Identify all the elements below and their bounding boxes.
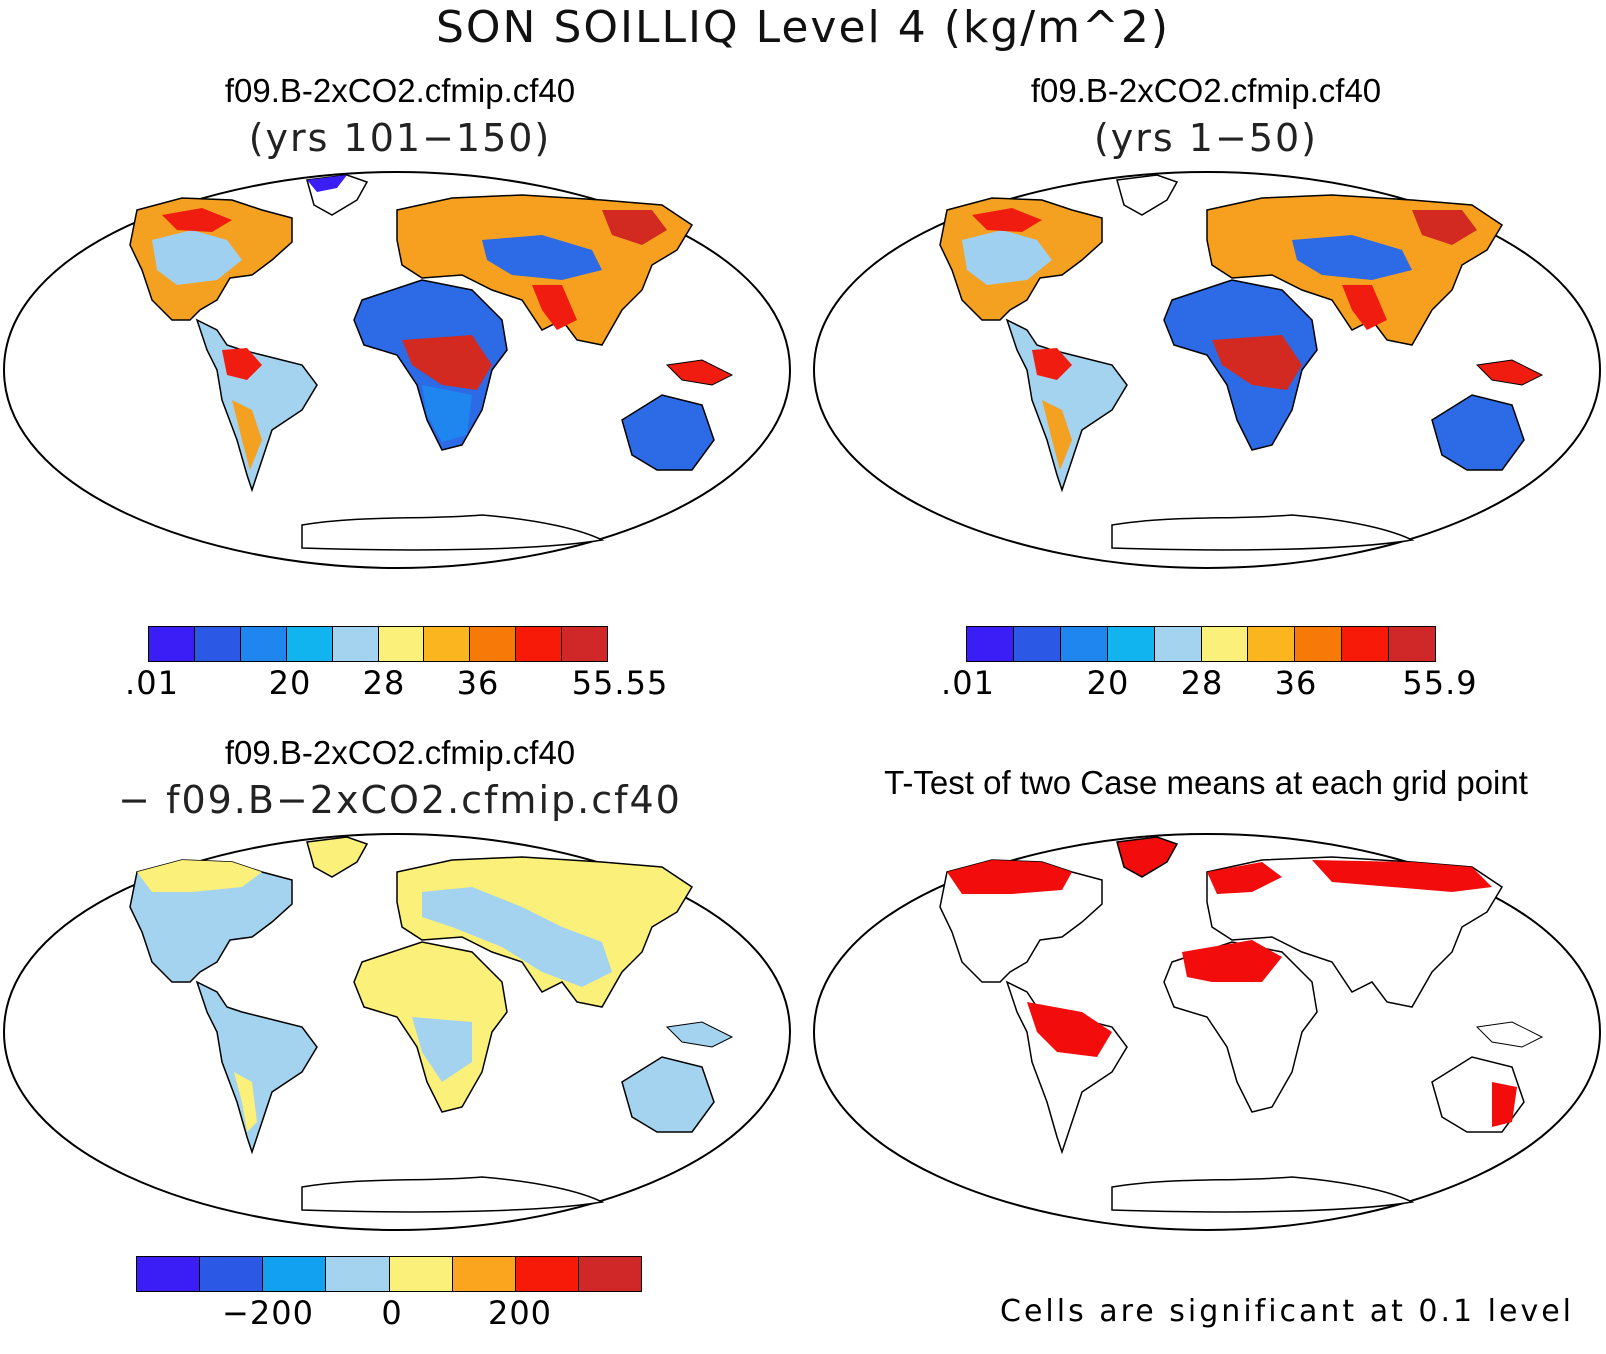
colorbar-tick-label: 0 — [381, 1294, 403, 1332]
colorbar-segment — [240, 627, 287, 661]
colorbar-segment — [1295, 627, 1343, 661]
colorbar-segment — [200, 1257, 264, 1291]
colorbar-tick-label: 200 — [487, 1294, 553, 1332]
colorbar-segment — [1013, 627, 1061, 661]
colorbar-segment — [1107, 627, 1155, 661]
panel-3-colorbar — [136, 1256, 642, 1292]
colorbar-segment — [378, 627, 425, 661]
colorbar-tick-label: .01 — [941, 664, 995, 702]
colorbar-segment — [578, 1257, 641, 1291]
colorbar-segment — [389, 1257, 453, 1291]
colorbar-segment — [1154, 627, 1202, 661]
colorbar-tick-label: .01 — [125, 664, 179, 702]
colorbar-segment — [137, 1257, 201, 1291]
colorbar-tick-label: 36 — [456, 664, 500, 702]
colorbar-segment — [326, 1257, 390, 1291]
panel-2-map — [812, 170, 1602, 570]
colorbar-tick-label: 20 — [1086, 664, 1130, 702]
colorbar-segment — [967, 627, 1014, 661]
colorbar-segment — [286, 627, 333, 661]
colorbar-tick-label: 55.55 — [571, 664, 669, 702]
colorbar-tick-label: 28 — [362, 664, 406, 702]
panel-2-colorbar — [966, 626, 1436, 662]
panel-3-subtitle: − f09.B−2xCO2.cfmip.cf40 — [118, 778, 682, 822]
colorbar-segment — [515, 1257, 579, 1291]
colorbar-tick-label: 36 — [1274, 664, 1318, 702]
colorbar-segment — [1060, 627, 1108, 661]
colorbar-segment — [470, 627, 517, 661]
panel-4-map — [812, 832, 1602, 1232]
figure-title: SON SOILLIQ Level 4 (kg/m^2) — [435, 2, 1171, 53]
colorbar-segment — [194, 627, 241, 661]
panel-3-map — [2, 832, 792, 1232]
panel-2-title: f09.B-2xCO2.cfmip.cf40 — [1030, 72, 1382, 109]
panel-3-title: f09.B-2xCO2.cfmip.cf40 — [224, 734, 576, 771]
panel-2-subtitle: (yrs 1−50) — [1093, 116, 1318, 160]
panel-4-title: T-Test of two Case means at each grid po… — [884, 764, 1528, 801]
panel-1-map — [2, 170, 792, 570]
colorbar-segment — [562, 627, 608, 661]
colorbar-tick-label: −200 — [222, 1294, 314, 1332]
colorbar-tick-label: 20 — [268, 664, 312, 702]
colorbar-tick-label: 55.9 — [1402, 664, 1478, 702]
colorbar-segment — [332, 627, 379, 661]
colorbar-segment — [1248, 627, 1296, 661]
panel-1-colorbar — [148, 626, 608, 662]
colorbar-segment — [1201, 627, 1249, 661]
panel-1-title: f09.B-2xCO2.cfmip.cf40 — [224, 72, 576, 109]
colorbar-segment — [1389, 627, 1436, 661]
significance-note: Cells are significant at 0.1 level — [1000, 1294, 1575, 1329]
colorbar-tick-label: 28 — [1180, 664, 1224, 702]
colorbar-segment — [263, 1257, 327, 1291]
colorbar-segment — [424, 627, 471, 661]
colorbar-segment — [516, 627, 563, 661]
colorbar-segment — [452, 1257, 516, 1291]
panel-1-subtitle: (yrs 101−150) — [248, 116, 552, 160]
colorbar-segment — [1342, 627, 1390, 661]
colorbar-segment — [149, 627, 195, 661]
